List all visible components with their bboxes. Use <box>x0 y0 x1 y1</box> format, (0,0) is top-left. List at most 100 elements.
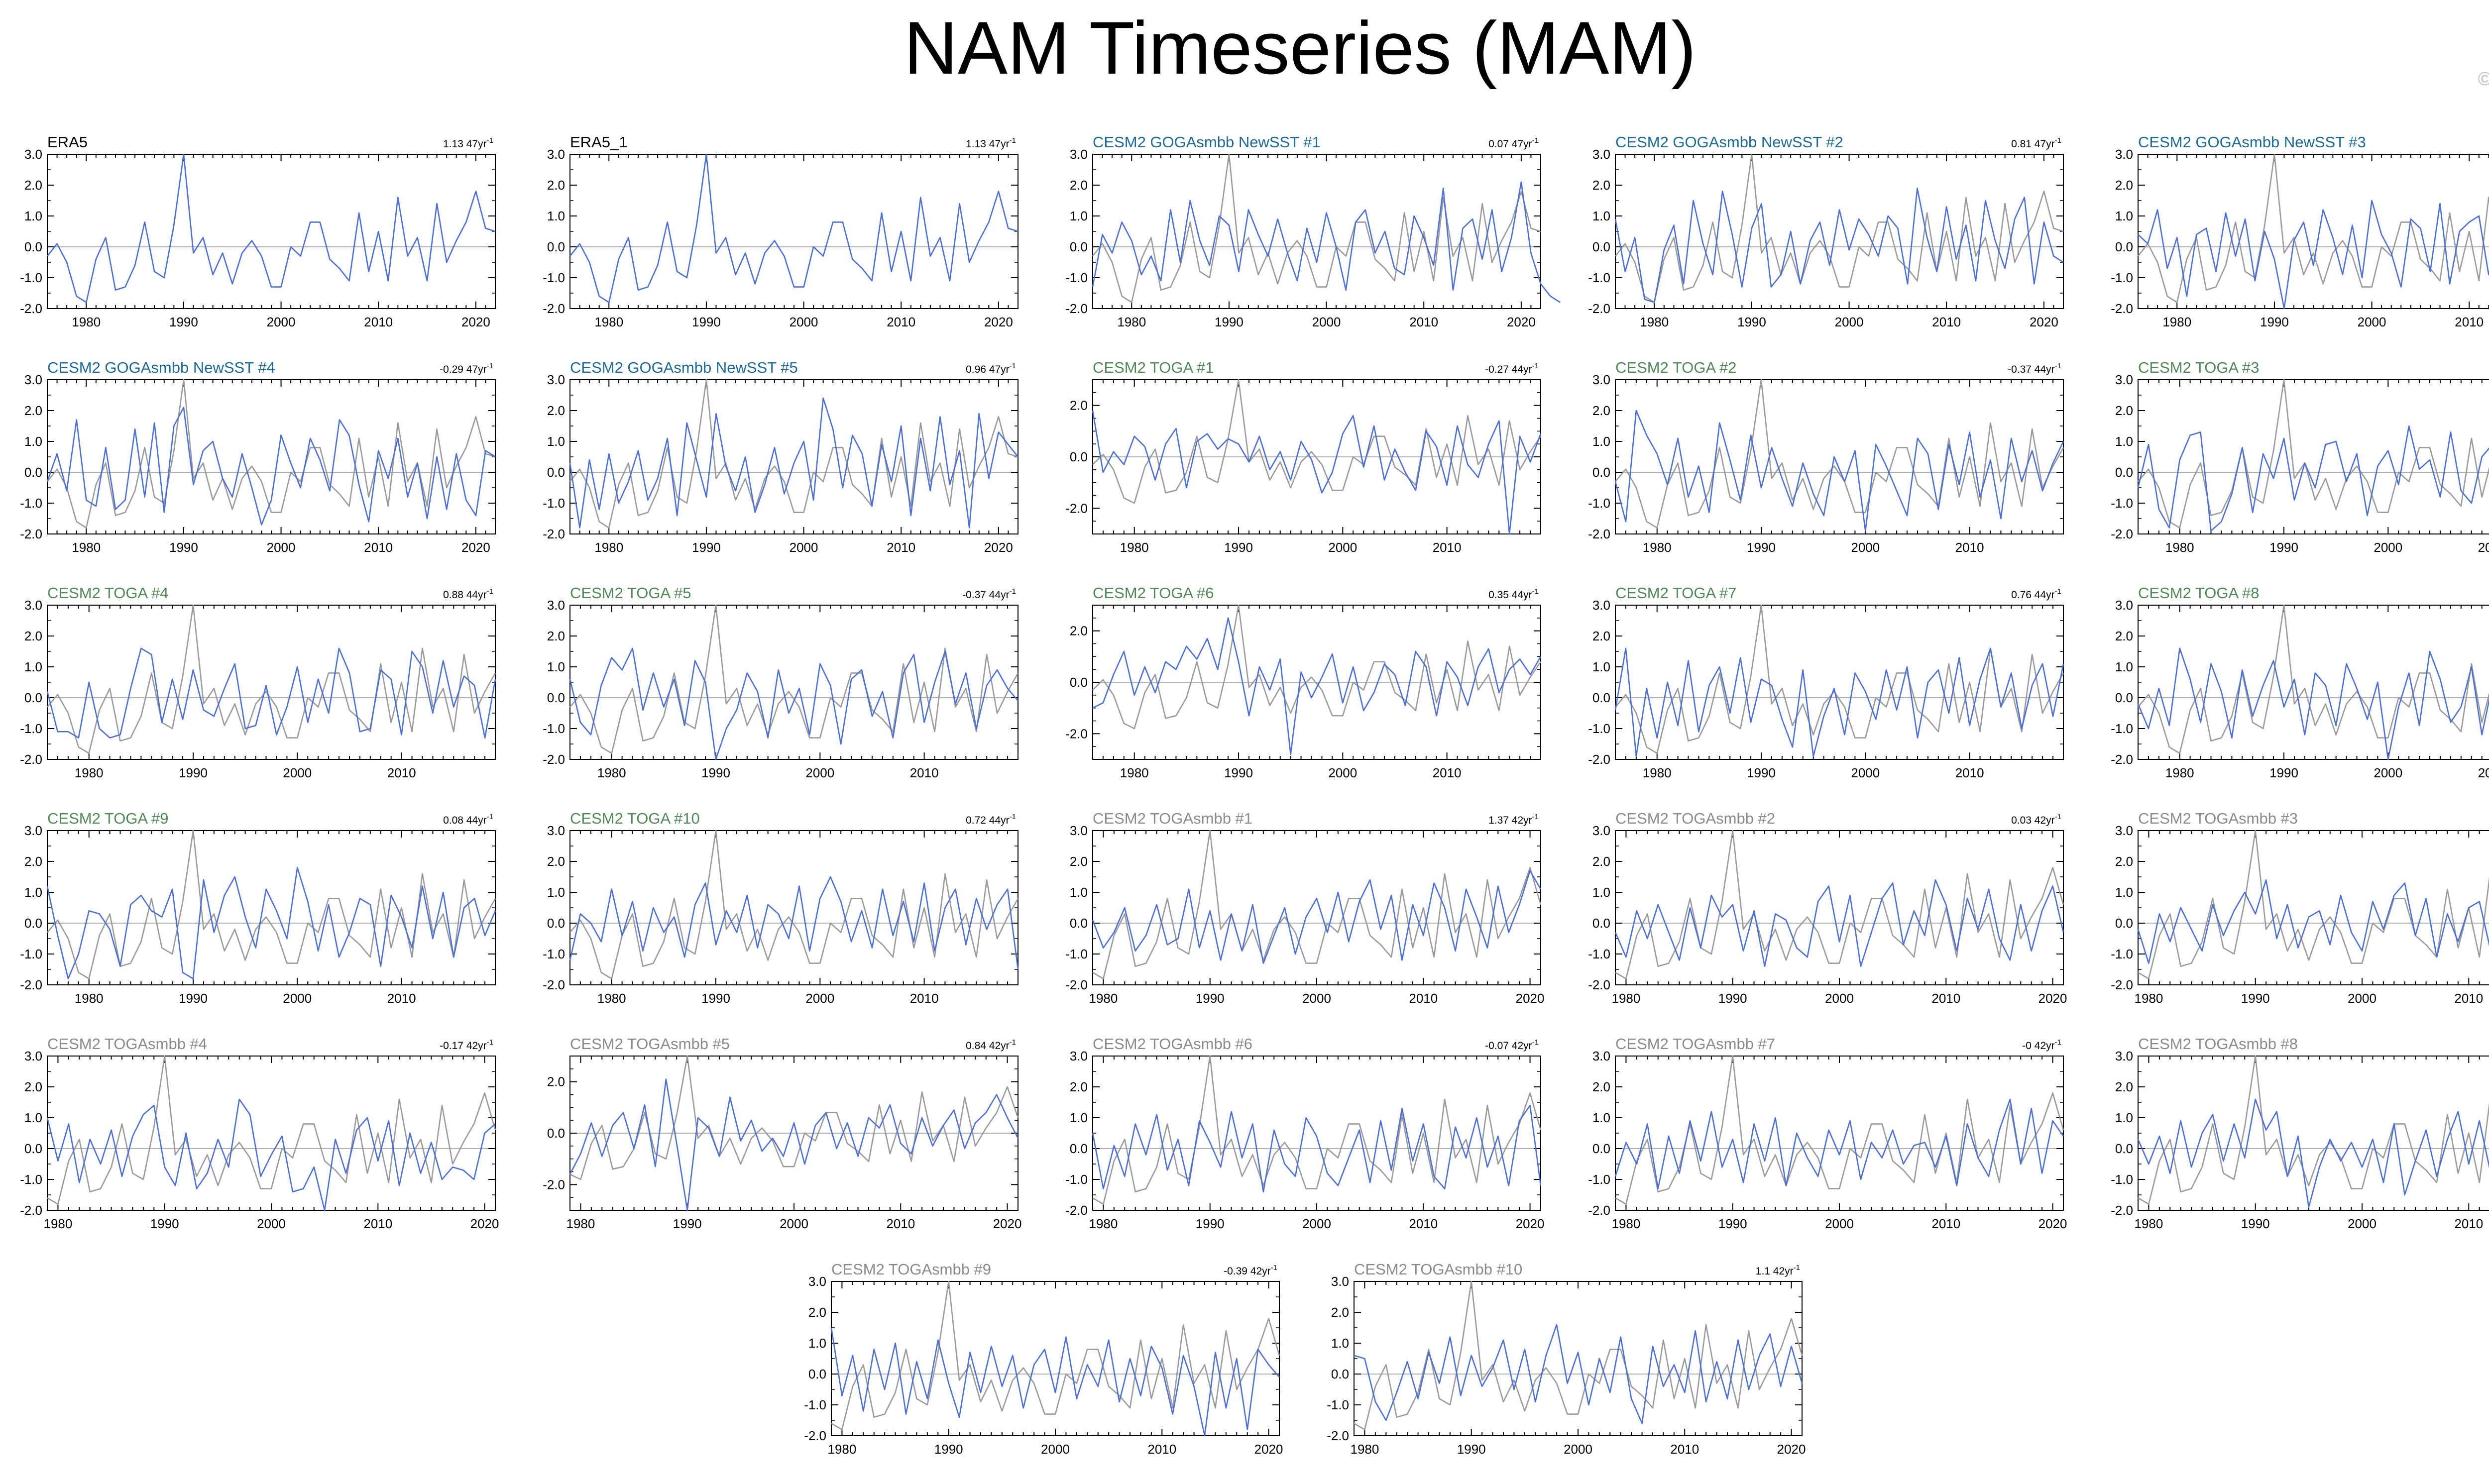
y-tick-label: -1.0 <box>2111 496 2133 511</box>
ensemble-series-line <box>1614 1098 2064 1189</box>
x-tick-label: 2000 <box>2348 991 2376 1006</box>
y-tick-label: 1.0 <box>808 1336 826 1351</box>
trend-label: 0.72 44yr-1 <box>966 813 1016 826</box>
y-tick-label: 3.0 <box>1070 1049 1088 1063</box>
panel-title: CESM2 TOGA #1 <box>1093 359 1214 376</box>
trend-value: 0.07 <box>1488 138 1512 150</box>
y-tick-label: 1.0 <box>1070 885 1088 900</box>
panel-title: CESM2 TOGAsmbb #5 <box>570 1035 730 1053</box>
x-tick-label: 1980 <box>44 1216 73 1231</box>
y-tick-label: -2.0 <box>20 752 42 767</box>
y-tick-label: 1.0 <box>1070 1110 1088 1125</box>
panel: CESM2 GOGAsmbb NewSST #5 0.96 47yr-1 1980 1… <box>543 359 1019 555</box>
y-tick-label: -1.0 <box>1065 947 1088 961</box>
x-tick-label: 2010 <box>1932 315 1961 329</box>
y-tick-label: 0.0 <box>1070 239 1088 254</box>
y-tick-label: 0.0 <box>547 916 565 931</box>
trend-unit: 47yr <box>1512 138 1532 150</box>
y-tick-label: 3.0 <box>24 598 42 613</box>
trend-unit: 42yr <box>989 1040 1010 1052</box>
x-tick-label: 1980 <box>1120 540 1149 555</box>
x-tick-label: 2000 <box>1851 540 1880 555</box>
obs-series-line <box>47 1055 496 1205</box>
trend-value: 1.13 <box>966 138 989 150</box>
trend-exponent: -1 <box>1532 587 1539 596</box>
obs-series-line <box>1092 379 1542 504</box>
y-tick-label: -1.0 <box>2111 721 2133 736</box>
panel: CESM2 TOGAsmbb #4 -0.17 42yr-1 1980 1990 200… <box>20 1035 499 1231</box>
trend-value: -0.29 <box>440 364 466 375</box>
x-tick-label: 2010 <box>387 765 416 780</box>
ensemble-series-line <box>1354 1324 1803 1424</box>
y-tick-label: 1.0 <box>2115 659 2133 674</box>
y-tick-label: 1.0 <box>1592 1110 1610 1125</box>
y-tick-label: -2.0 <box>543 1177 565 1192</box>
x-tick-label: 2010 <box>363 1216 392 1231</box>
x-tick-label: 1980 <box>566 1216 595 1231</box>
trend-unit: 44yr <box>466 815 487 826</box>
plot-frame <box>2138 379 2489 534</box>
panel: CESM2 TOGAsmbb #5 0.84 42yr-1 1980 1990 2000… <box>543 1035 1021 1231</box>
y-tick-label: -2.0 <box>1065 301 1088 316</box>
y-tick-label: 3.0 <box>547 823 565 838</box>
trend-value: 0.81 <box>2011 138 2035 150</box>
trend-unit: 44yr <box>2035 589 2055 601</box>
panel-title: CESM2 TOGA #3 <box>2138 359 2260 376</box>
x-tick-label: 2010 <box>1955 765 1984 780</box>
x-tick-label: 1990 <box>701 991 730 1006</box>
y-tick-label: -1.0 <box>20 947 42 961</box>
obs-series-line <box>569 379 1018 529</box>
trend-exponent: -1 <box>487 136 493 145</box>
panel-title: CESM2 TOGAsmbb #6 <box>1093 1035 1252 1053</box>
x-tick-label: 1980 <box>594 315 623 329</box>
panel-title: CESM2 TOGA #6 <box>1093 584 1214 602</box>
y-tick-label: 1.0 <box>547 434 565 449</box>
x-tick-label: 2000 <box>2374 765 2402 780</box>
trend-value: 0.35 <box>1488 589 1512 601</box>
y-tick-label: 1.0 <box>1070 209 1088 223</box>
y-tick-label: -2.0 <box>1065 977 1088 992</box>
x-tick-label: 2010 <box>1409 315 1438 329</box>
y-tick-label: -2.0 <box>2111 977 2133 992</box>
y-tick-label: 0.0 <box>1592 690 1610 705</box>
trend-exponent: -1 <box>487 813 493 821</box>
y-tick-label: 2.0 <box>24 178 42 193</box>
y-tick-label: 0.0 <box>24 465 42 480</box>
x-tick-label: 1990 <box>179 991 208 1006</box>
trend-unit: 47yr <box>466 364 487 375</box>
x-tick-label: 2020 <box>461 540 490 555</box>
trend-value: -0.27 <box>1485 364 1512 375</box>
y-tick-label: 1.0 <box>1592 434 1610 449</box>
y-tick-label: 2.0 <box>2115 629 2133 643</box>
x-tick-label: 2010 <box>2478 765 2489 780</box>
y-tick-label: 3.0 <box>2115 147 2133 162</box>
ensemble-series-line <box>1092 1104 1542 1193</box>
y-tick-label: 1.0 <box>24 885 42 900</box>
obs-series-line <box>2138 379 2489 529</box>
y-tick-label: -2.0 <box>543 301 565 316</box>
x-tick-label: 1980 <box>597 765 626 780</box>
plot-frame <box>2138 830 2489 985</box>
trend-unit: 44yr <box>989 815 1010 826</box>
trend-exponent: -1 <box>1532 136 1539 145</box>
panel: CESM2 GOGAsmbb NewSST #4 -0.29 47yr-1 1980… <box>20 359 496 555</box>
ensemble-series-line <box>1092 410 1542 535</box>
trend-exponent: -1 <box>1532 1038 1539 1047</box>
panel-title: CESM2 GOGAsmbb NewSST #3 <box>2138 133 2366 151</box>
x-tick-label: 1980 <box>75 765 104 780</box>
panel-title: CESM2 TOGAsmbb #10 <box>1354 1261 1522 1278</box>
y-tick-label: 2.0 <box>24 1079 42 1094</box>
trend-label: 1.1 42yr-1 <box>1756 1264 1800 1277</box>
y-tick-label: 3.0 <box>1592 598 1610 613</box>
panel-title: CESM2 TOGA #7 <box>1615 584 1737 602</box>
trend-unit: 47yr <box>466 138 487 150</box>
x-tick-label: 1980 <box>1120 765 1149 780</box>
panel: CESM2 TOGA #6 0.35 44yr-1 1980 1990 2000 2010… <box>1065 584 1542 780</box>
panel-title: ERA5 <box>47 133 88 151</box>
x-tick-label: 1990 <box>1215 315 1244 329</box>
y-tick-label: -2.0 <box>20 977 42 992</box>
obs-series-line <box>1092 1055 1542 1205</box>
y-tick-label: 1.0 <box>547 659 565 674</box>
y-tick-label: 2.0 <box>547 178 565 193</box>
panel-title: CESM2 GOGAsmbb NewSST #5 <box>570 359 798 376</box>
